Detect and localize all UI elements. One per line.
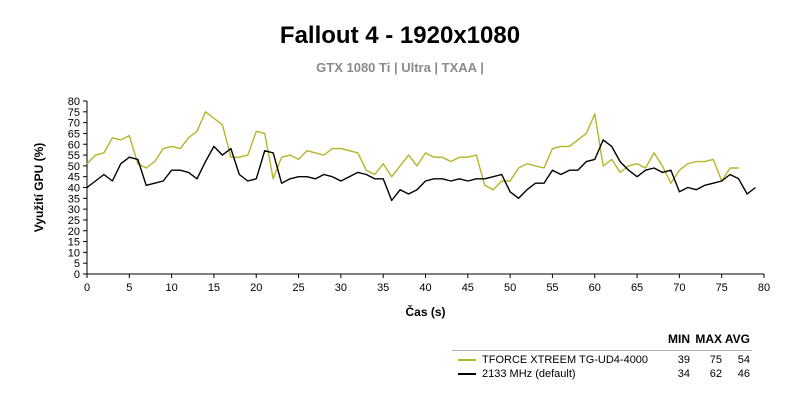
x-tick-label: 50 xyxy=(504,282,516,294)
x-tick-label: 70 xyxy=(673,282,685,294)
y-tick-label: 25 xyxy=(68,215,80,227)
legend-item: TFORCE XTREEM TG-UD4-4000 39 75 54 xyxy=(452,353,752,367)
y-tick-label: 45 xyxy=(68,172,80,184)
legend-label: TFORCE XTREEM TG-UD4-4000 xyxy=(482,354,649,366)
x-tick-label: 80 xyxy=(758,282,770,294)
chart-title: Fallout 4 - 1920x1080 xyxy=(279,22,521,49)
y-tick-label: 40 xyxy=(68,183,80,195)
legend-header-min: MIN xyxy=(668,332,690,346)
y-tick-label: 50 xyxy=(68,161,80,173)
x-tick-label: 15 xyxy=(208,282,220,294)
x-tick-label: 5 xyxy=(126,282,132,294)
legend-swatch-tforce xyxy=(458,359,476,361)
x-tick-label: 20 xyxy=(250,282,262,294)
legend-header-avg: AVG xyxy=(724,332,750,346)
legend-item: 2133 MHz (default) 34 62 46 xyxy=(452,367,752,381)
chart-subtitle: GTX 1080 Ti | Ultra | TXAA | xyxy=(316,60,484,75)
legend-max-value: 75 xyxy=(709,354,722,366)
y-tick-label: 15 xyxy=(68,237,80,249)
legend-header-max: MAX xyxy=(695,332,722,346)
legend-min-value: 39 xyxy=(677,354,690,366)
y-tick-label: 80 xyxy=(68,96,80,108)
legend-max-value: 62 xyxy=(709,368,722,380)
x-tick-label: 30 xyxy=(335,282,347,294)
y-tick-label: 55 xyxy=(68,150,80,162)
x-tick-label: 40 xyxy=(419,282,431,294)
legend-avg-value: 46 xyxy=(737,368,750,380)
x-axis-label: Čas (s) xyxy=(405,304,445,319)
x-tick-label: 75 xyxy=(716,282,728,294)
y-axis-label: Využití GPU (%) xyxy=(32,143,46,233)
y-tick-label: 5 xyxy=(74,258,80,270)
legend-avg-value: 54 xyxy=(737,354,750,366)
y-tick-label: 20 xyxy=(68,226,80,238)
y-tick-label: 65 xyxy=(68,128,80,140)
series-line-default xyxy=(86,139,756,202)
y-tick-label: 30 xyxy=(68,204,80,216)
series-line-tforce xyxy=(86,111,739,191)
legend-min-value: 34 xyxy=(677,368,690,380)
x-tick-label: 60 xyxy=(589,282,601,294)
y-tick-label: 75 xyxy=(68,107,80,119)
y-tick-label: 10 xyxy=(68,247,80,259)
y-tick-label: 70 xyxy=(68,118,80,130)
x-tick-label: 65 xyxy=(631,282,643,294)
x-tick-label: 25 xyxy=(292,282,304,294)
x-tick-label: 35 xyxy=(377,282,389,294)
legend-swatch-default xyxy=(458,373,476,375)
x-tick-label: 45 xyxy=(462,282,474,294)
y-tick-label: 35 xyxy=(68,193,80,205)
y-tick-label: 0 xyxy=(74,269,80,281)
legend-divider xyxy=(452,350,752,351)
legend-label: 2133 MHz (default) xyxy=(482,368,576,380)
y-tick-label: 60 xyxy=(68,139,80,151)
x-tick-label: 55 xyxy=(546,282,558,294)
x-tick-label: 0 xyxy=(84,282,90,294)
x-tick-label: 10 xyxy=(166,282,178,294)
legend: MIN MAX AVG TFORCE XTREEM TG-UD4-4000 39… xyxy=(452,332,752,381)
legend-header: MIN MAX AVG xyxy=(452,332,752,348)
